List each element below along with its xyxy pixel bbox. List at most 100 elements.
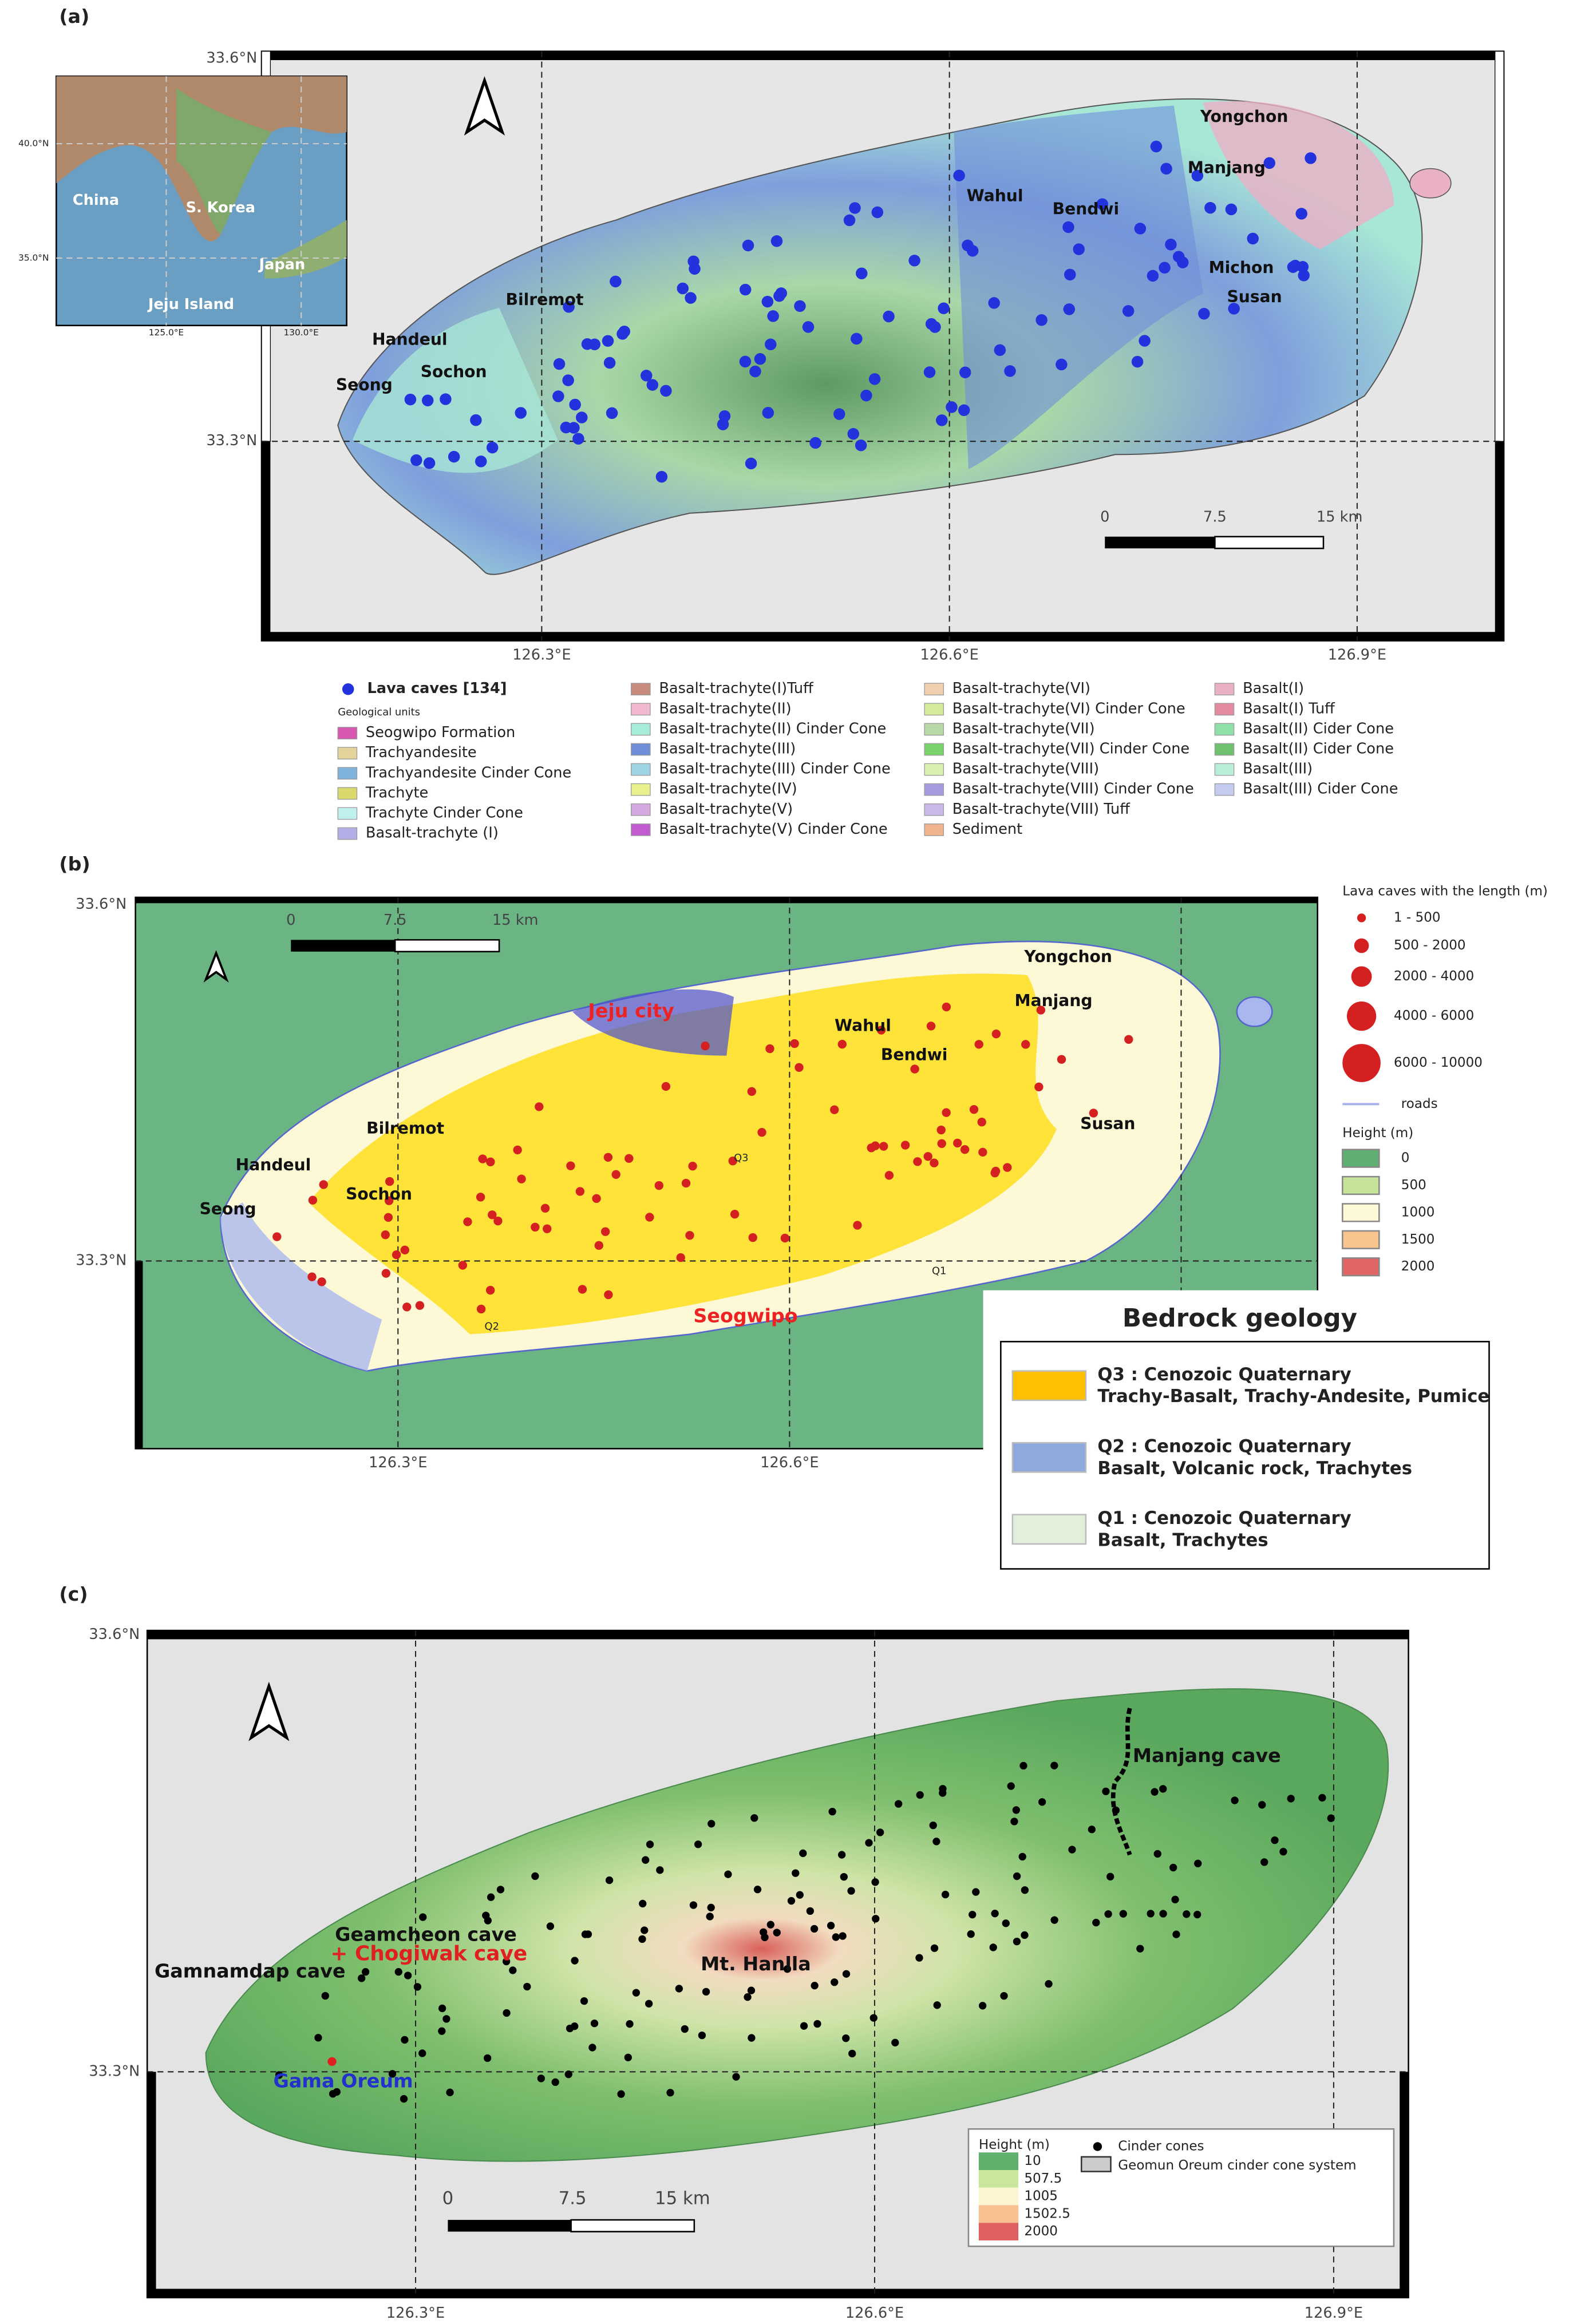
legend-swatch xyxy=(631,783,651,796)
size-swatch xyxy=(1351,966,1372,987)
cone-dot xyxy=(929,1821,937,1830)
panel-label: (b) xyxy=(59,853,90,875)
cave-dot xyxy=(655,470,668,483)
place-name: Wahul xyxy=(967,186,1023,205)
place-name: Handeul xyxy=(236,1155,311,1174)
cone-dot xyxy=(1287,1795,1295,1803)
cave-dot xyxy=(1263,157,1275,169)
cone-dot xyxy=(503,2009,511,2017)
cave-dot xyxy=(1124,1035,1133,1044)
cave-dot xyxy=(767,310,779,322)
cave-dot xyxy=(563,300,575,313)
cave-dot xyxy=(926,1022,936,1031)
lon-tick: 126.6°E xyxy=(760,1454,819,1471)
cone-dot xyxy=(916,1791,924,1799)
cave-dot xyxy=(513,1145,522,1155)
cone-dot xyxy=(626,2020,634,2028)
cave-dot xyxy=(851,332,863,345)
cave-dot xyxy=(876,1026,886,1035)
cone-dot xyxy=(1045,1980,1053,1988)
lon-tick: 126.3°E xyxy=(512,646,571,663)
legend-label: 10 xyxy=(1024,2153,1041,2168)
lon-tick: 126.9°E xyxy=(1305,2305,1363,2322)
cave-dot xyxy=(757,1127,766,1137)
legend-title: Lava caves with the length (m) xyxy=(1342,884,1548,898)
frame-band xyxy=(147,1630,1409,1640)
legend-label: Basalt(I) xyxy=(1243,680,1304,697)
cave-dot xyxy=(1035,314,1048,326)
cone-dot xyxy=(840,1872,848,1881)
cone-dot xyxy=(1159,1910,1167,1918)
cone-dot xyxy=(972,1888,980,1896)
cave-dot xyxy=(410,454,422,466)
scale-label: 7.5 xyxy=(1203,508,1227,525)
cone-dot xyxy=(750,1814,758,1822)
cone-dot xyxy=(894,1800,903,1808)
cone-dot xyxy=(1106,1872,1114,1881)
cone-dot xyxy=(872,1915,880,1923)
legend-swatch xyxy=(1011,1442,1087,1473)
cone-dot xyxy=(551,2078,559,2087)
cave-dot xyxy=(843,214,856,227)
cave-dot xyxy=(488,1210,497,1220)
cave-dot xyxy=(1062,221,1074,233)
cave-dot xyxy=(871,1141,880,1150)
place-name: Manjang xyxy=(1188,159,1266,177)
cone-dot xyxy=(773,1929,781,1937)
cave-dot xyxy=(566,1161,575,1170)
cone-dot xyxy=(939,1785,947,1793)
place-name: + Chogiwak cave xyxy=(330,1942,527,1965)
cone-dot xyxy=(792,1869,800,1877)
cave-dot xyxy=(701,1041,710,1051)
legend-swatch xyxy=(631,743,651,756)
cave-dot xyxy=(923,366,936,378)
cone-dot xyxy=(915,1954,923,1962)
cone-dot xyxy=(744,1993,752,2001)
cone-dot xyxy=(1271,1836,1279,1844)
cone-dot xyxy=(509,1966,517,1974)
cave-dot xyxy=(730,1210,740,1219)
cave-dot xyxy=(578,1285,587,1294)
cave-dot xyxy=(602,335,614,347)
cave-dot xyxy=(953,169,965,181)
cave-dot xyxy=(977,1118,986,1127)
cave-dot xyxy=(942,1002,951,1012)
cave-dot xyxy=(616,328,629,340)
cone-dot xyxy=(1068,1846,1076,1854)
legend-label: Basalt-trachyte(VI) xyxy=(952,680,1090,697)
cave-dot xyxy=(913,1157,922,1166)
cone-dot xyxy=(446,2088,454,2096)
cave-dot xyxy=(1191,169,1204,182)
cave-dot xyxy=(978,1147,987,1157)
lat-tick: 33.6°N xyxy=(76,896,127,913)
cave-dot xyxy=(486,1157,495,1167)
cave-dot xyxy=(1004,365,1016,377)
cone-dot xyxy=(502,1957,511,1966)
cave-dot xyxy=(739,283,752,296)
legend-swatch xyxy=(1214,743,1235,756)
legend-label: Cinder cones xyxy=(1118,2139,1204,2153)
legend-label: Basalt-trachyte(VIII) xyxy=(952,761,1099,778)
cave-dot xyxy=(404,393,417,406)
cone-dot xyxy=(978,2002,987,2010)
cone-dot xyxy=(588,2044,596,2052)
legend-swatch xyxy=(924,783,944,796)
map-label: Q3 xyxy=(734,1152,749,1164)
cave-dot xyxy=(958,404,970,417)
legend-label: Basalt-trachyte(I)Tuff xyxy=(659,680,814,697)
cone-dot xyxy=(642,1856,650,1864)
cave-dot xyxy=(603,357,616,369)
legend-swatch xyxy=(1214,783,1235,796)
legend-label: 1005 xyxy=(1024,2189,1058,2204)
legend-box xyxy=(967,2128,1395,2247)
lat-tick: 33.3°N xyxy=(89,2062,140,2080)
legend-swatch xyxy=(631,683,651,696)
cave-dot xyxy=(535,1102,544,1111)
cone-dot xyxy=(891,2038,899,2046)
legend-swatch xyxy=(1214,703,1235,716)
cone-dot xyxy=(571,1957,579,1965)
legend-swatch xyxy=(924,703,944,716)
place-name: Bilremot xyxy=(506,290,584,309)
frame-band xyxy=(262,632,1504,641)
cone-dot xyxy=(675,1985,683,1993)
